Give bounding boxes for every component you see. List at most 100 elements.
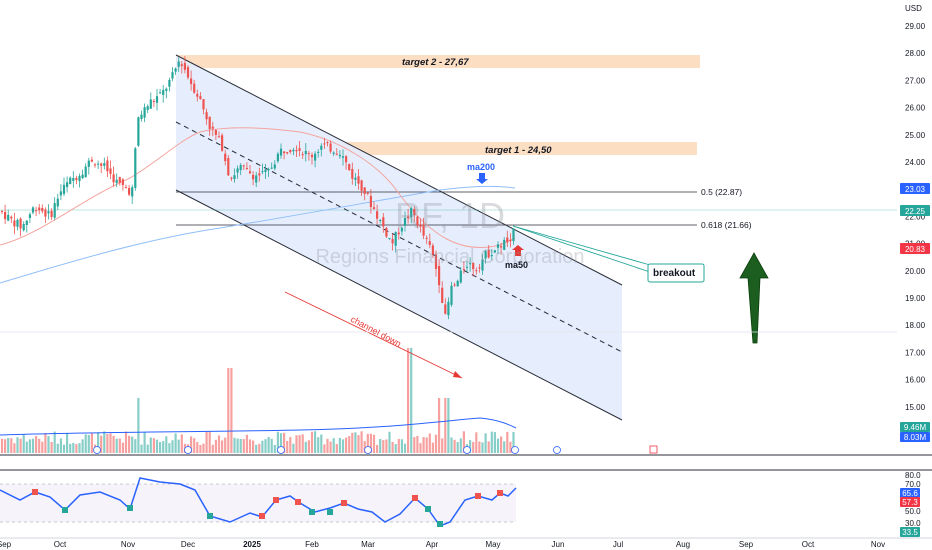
x-tick-label: Aug xyxy=(676,540,690,549)
volume-bar xyxy=(196,441,199,453)
volume-bar xyxy=(56,443,59,453)
volume-bar xyxy=(490,431,493,453)
channel-lower xyxy=(175,189,623,421)
candle-body xyxy=(93,164,97,166)
target1-label: target 1 - 24,50 xyxy=(485,145,552,156)
volume-bar xyxy=(382,440,385,453)
candle-body xyxy=(35,210,38,212)
x-tick-label: Oct xyxy=(54,540,67,549)
volume-bar xyxy=(279,433,283,453)
volume-bar xyxy=(10,438,13,453)
candle-body xyxy=(348,164,351,171)
rsi-tag xyxy=(900,527,920,537)
volume-bar xyxy=(221,440,224,453)
candle-body xyxy=(379,219,382,221)
y-tick-label: 22.00 xyxy=(905,212,926,221)
candle-body xyxy=(462,269,465,271)
rsi-signal-marker xyxy=(32,489,38,495)
y-tick-label: 20.00 xyxy=(905,267,926,276)
y-tick-label: 25.00 xyxy=(905,131,926,140)
candle-body xyxy=(10,216,13,219)
candle-body xyxy=(252,174,255,180)
candle-body xyxy=(472,263,475,270)
candle-body xyxy=(351,168,354,179)
fib0618-label: 0.618 (21.66) xyxy=(701,220,752,230)
event-marker xyxy=(463,446,471,454)
volume-bar xyxy=(59,438,62,453)
channel-down-label: channel down xyxy=(349,314,403,349)
y-tick-label: 15.00 xyxy=(905,403,926,412)
candle-body xyxy=(248,171,252,174)
volume-bar xyxy=(137,398,140,453)
volume-bar xyxy=(425,437,428,453)
candle-body xyxy=(72,177,75,181)
volume-bar xyxy=(177,439,180,453)
volume-bar xyxy=(379,438,382,453)
candle-body xyxy=(298,148,301,151)
volume-bar xyxy=(506,431,509,453)
candle-body xyxy=(84,166,87,178)
candle-body xyxy=(81,174,84,179)
volume-bar xyxy=(22,434,25,453)
candle-body xyxy=(75,178,78,181)
candle-body xyxy=(66,182,69,188)
ma200-marker-arrow xyxy=(476,173,488,184)
rsi-tick-label: 50.0 xyxy=(905,507,921,516)
candle-body xyxy=(270,167,273,169)
breakout-pointer xyxy=(512,225,651,273)
volume-bar xyxy=(332,438,335,453)
candle-body xyxy=(50,210,53,218)
candle-body xyxy=(208,116,211,129)
candle-body xyxy=(286,152,289,154)
volume-bar xyxy=(155,439,159,453)
volume-bar xyxy=(255,444,258,453)
candle-body xyxy=(400,227,403,232)
volume-bar xyxy=(314,431,317,453)
volume-bar xyxy=(335,444,338,453)
candle-body xyxy=(481,259,484,271)
ma50-line xyxy=(0,127,516,249)
volume-bar xyxy=(118,438,121,453)
candle-body xyxy=(221,135,224,151)
candle-body xyxy=(239,165,242,171)
volume-bar xyxy=(444,398,447,453)
volume-bar xyxy=(4,439,7,453)
candle-body xyxy=(193,83,196,93)
volume-bar xyxy=(41,441,44,453)
candle-body xyxy=(261,171,264,173)
volume-bar xyxy=(121,442,124,453)
candle-body xyxy=(155,96,159,103)
volume-tag-text: 9.46M xyxy=(904,423,927,432)
volume-bar xyxy=(149,437,152,453)
candle-body xyxy=(310,154,314,158)
candle-body xyxy=(345,156,348,163)
candle-body xyxy=(276,153,279,162)
y-tick-label: 27.00 xyxy=(905,76,926,85)
volume-tag xyxy=(900,432,930,442)
y-tick-label: 19.00 xyxy=(905,294,926,303)
volume-bar xyxy=(428,433,431,453)
candle-body xyxy=(180,64,183,66)
candle-body xyxy=(447,301,450,316)
volume-bar xyxy=(87,434,90,453)
volume-bar xyxy=(19,438,22,453)
volume-bar xyxy=(236,438,239,453)
candle-body xyxy=(25,220,28,225)
volume-bar xyxy=(190,436,193,453)
rsi-signal-marker xyxy=(62,507,68,513)
candle-body xyxy=(183,63,186,70)
rsi-tick-label: 80.0 xyxy=(905,471,921,480)
volume-bar xyxy=(419,443,422,453)
volume-bar xyxy=(252,440,255,453)
candle-body xyxy=(227,158,230,176)
volume-bar xyxy=(410,348,413,453)
price-tag-text: 22.25 xyxy=(905,207,926,216)
volume-bar xyxy=(115,438,118,453)
candle-body xyxy=(279,148,283,156)
candle-body xyxy=(196,93,199,97)
candle-body xyxy=(162,89,165,95)
volume-bar xyxy=(484,433,487,453)
volume-bar xyxy=(38,438,41,453)
